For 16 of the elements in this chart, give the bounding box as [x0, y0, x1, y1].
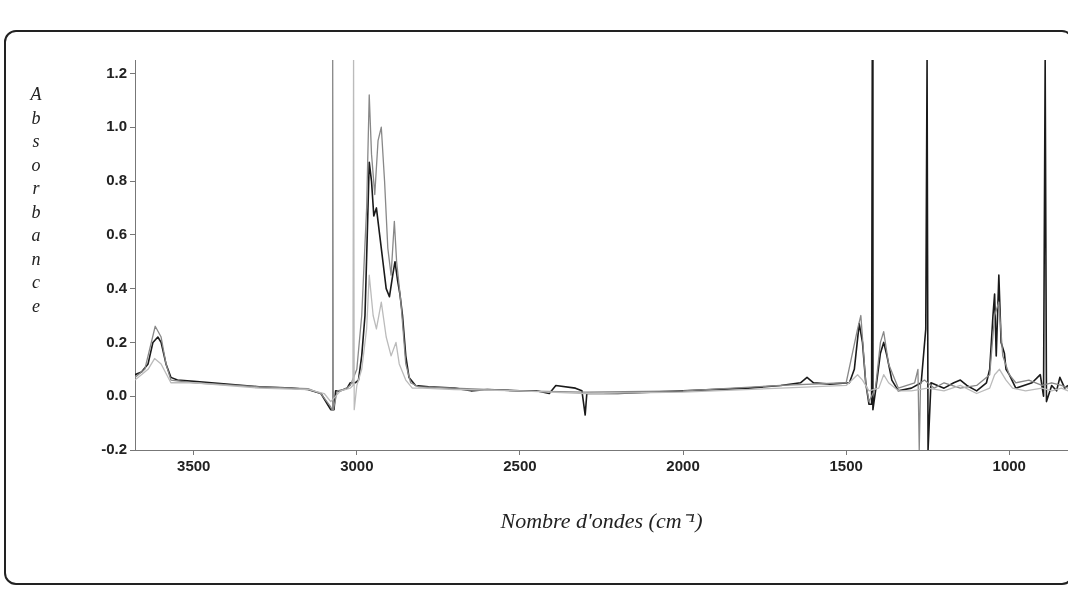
- y-tick-label: -0.2: [101, 440, 127, 458]
- y-tick-label: 1.0: [106, 117, 127, 135]
- y-tick-label: 0.2: [106, 332, 127, 350]
- text: Absorbance: [30, 84, 42, 316]
- x-tick-label: 1000: [992, 457, 1026, 475]
- y-tick-label: 0.4: [106, 278, 128, 296]
- x-tick-label: 3500: [177, 457, 211, 475]
- y-tick-label: 0.0: [106, 386, 127, 404]
- x-tick-label: 2500: [503, 457, 537, 475]
- y-tick-label: 1.2: [106, 63, 127, 81]
- x-tick-label: 2000: [666, 457, 700, 475]
- x-axis-title: Nombre d'ondes (cm⁻¹): [499, 508, 703, 533]
- x-tick-label: 1500: [829, 457, 863, 475]
- y-tick-label: 0.8: [106, 171, 127, 189]
- x-tick-label: 3000: [340, 457, 374, 475]
- y-tick-label: 0.6: [106, 224, 127, 242]
